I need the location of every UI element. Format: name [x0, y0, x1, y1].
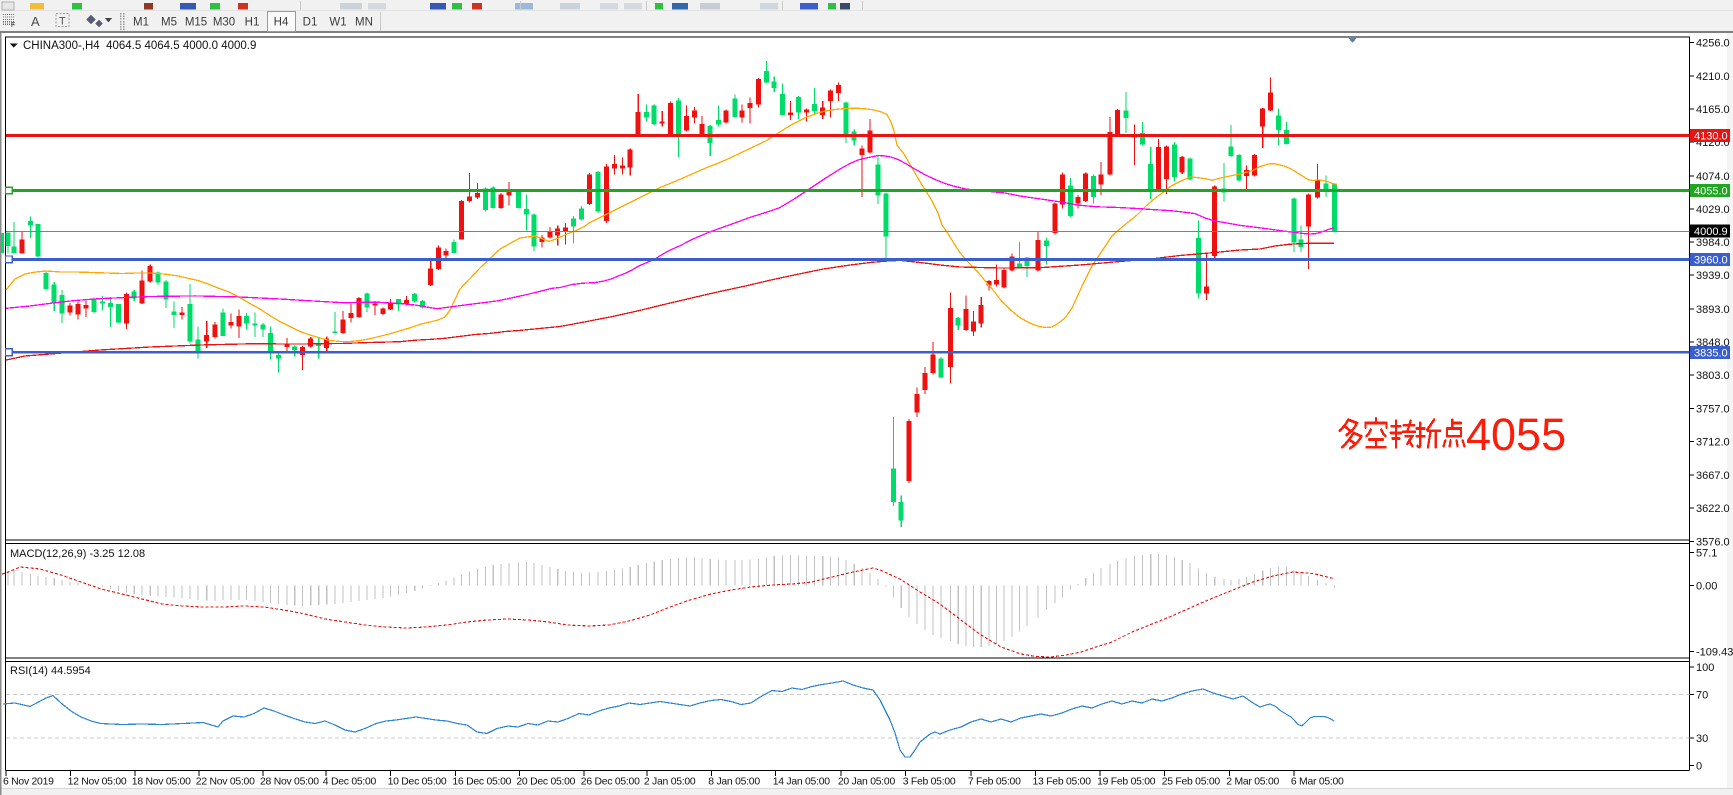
svg-text:2 Jan 05:00: 2 Jan 05:00: [644, 777, 696, 788]
svg-text:22 Nov 05:00: 22 Nov 05:00: [196, 777, 255, 788]
svg-text:4000.9: 4000.9: [1694, 226, 1728, 238]
svg-text:3835.0: 3835.0: [1694, 347, 1728, 359]
svg-text:H4: H4: [274, 17, 289, 29]
svg-text:RSI(14) 44.5954: RSI(14) 44.5954: [10, 665, 91, 677]
svg-text:100: 100: [1696, 662, 1714, 674]
svg-text:19 Feb 05:00: 19 Feb 05:00: [1097, 777, 1156, 788]
svg-text:4210.0: 4210.0: [1696, 71, 1730, 83]
svg-text:CHINA300-,H4 4064.5 4064.5 40: CHINA300-,H4 4064.5 4064.5 4000.0 4000.9: [23, 40, 256, 52]
svg-text:13 Feb 05:00: 13 Feb 05:00: [1033, 777, 1092, 788]
svg-text:MACD(12,26,9) -3.25 12.08: MACD(12,26,9) -3.25 12.08: [10, 548, 145, 560]
svg-text:26 Dec 05:00: 26 Dec 05:00: [581, 777, 640, 788]
svg-text:8 Jan 05:00: 8 Jan 05:00: [708, 777, 760, 788]
svg-text:3576.0: 3576.0: [1696, 537, 1730, 549]
svg-text:A: A: [31, 14, 40, 29]
svg-text:25 Feb 05:00: 25 Feb 05:00: [1162, 777, 1221, 788]
svg-text:4130.0: 4130.0: [1694, 131, 1728, 143]
svg-text:M5: M5: [161, 17, 177, 29]
svg-text:4 Dec 05:00: 4 Dec 05:00: [323, 777, 377, 788]
svg-text:7 Feb 05:00: 7 Feb 05:00: [968, 777, 1021, 788]
svg-text:3 Feb 05:00: 3 Feb 05:00: [903, 777, 956, 788]
svg-text:70: 70: [1696, 689, 1708, 701]
svg-text:4029.0: 4029.0: [1696, 204, 1730, 216]
svg-text:4074.0: 4074.0: [1696, 171, 1730, 183]
svg-text:28 Nov 05:00: 28 Nov 05:00: [260, 777, 319, 788]
svg-text:3803.0: 3803.0: [1696, 370, 1730, 382]
svg-text:3960.0: 3960.0: [1694, 254, 1728, 266]
svg-text:2 Mar 05:00: 2 Mar 05:00: [1226, 777, 1279, 788]
svg-text:16 Dec 05:00: 16 Dec 05:00: [452, 777, 511, 788]
svg-text:4055.0: 4055.0: [1694, 186, 1728, 198]
svg-text:4165.0: 4165.0: [1696, 104, 1730, 116]
svg-text:30: 30: [1696, 733, 1708, 745]
svg-text:20 Jan 05:00: 20 Jan 05:00: [838, 777, 896, 788]
svg-text:6 Mar 05:00: 6 Mar 05:00: [1291, 777, 1344, 788]
svg-text:0: 0: [1696, 760, 1702, 772]
svg-text:M30: M30: [213, 17, 235, 29]
svg-text:MN: MN: [355, 17, 373, 29]
svg-text:10 Dec 05:00: 10 Dec 05:00: [388, 777, 447, 788]
svg-text:3984.0: 3984.0: [1696, 237, 1730, 249]
svg-text:14 Jan 05:00: 14 Jan 05:00: [773, 777, 831, 788]
svg-text:3622.0: 3622.0: [1696, 503, 1730, 515]
svg-text:12 Nov 05:00: 12 Nov 05:00: [68, 777, 127, 788]
svg-text:4055: 4055: [1466, 409, 1566, 460]
svg-text:3939.0: 3939.0: [1696, 270, 1730, 282]
svg-text:3757.0: 3757.0: [1696, 404, 1730, 416]
svg-text:18 Nov 05:00: 18 Nov 05:00: [132, 777, 191, 788]
svg-text:20 Dec 05:00: 20 Dec 05:00: [516, 777, 575, 788]
svg-text:3667.0: 3667.0: [1696, 470, 1730, 482]
svg-text:W1: W1: [329, 17, 346, 29]
svg-text:4256.0: 4256.0: [1696, 37, 1730, 49]
svg-text:3712.0: 3712.0: [1696, 437, 1730, 449]
svg-text:T: T: [59, 16, 66, 28]
svg-text:D1: D1: [303, 17, 318, 29]
svg-text:H1: H1: [245, 17, 260, 29]
svg-text:57.1: 57.1: [1696, 548, 1717, 560]
svg-text:0.00: 0.00: [1696, 581, 1717, 593]
svg-text:F: F: [11, 22, 15, 29]
svg-text:6 Nov 2019: 6 Nov 2019: [3, 777, 54, 788]
svg-text:M15: M15: [185, 17, 207, 29]
svg-text:3893.0: 3893.0: [1696, 304, 1730, 316]
svg-text:M1: M1: [133, 17, 149, 29]
svg-text:-109.43: -109.43: [1696, 647, 1733, 659]
